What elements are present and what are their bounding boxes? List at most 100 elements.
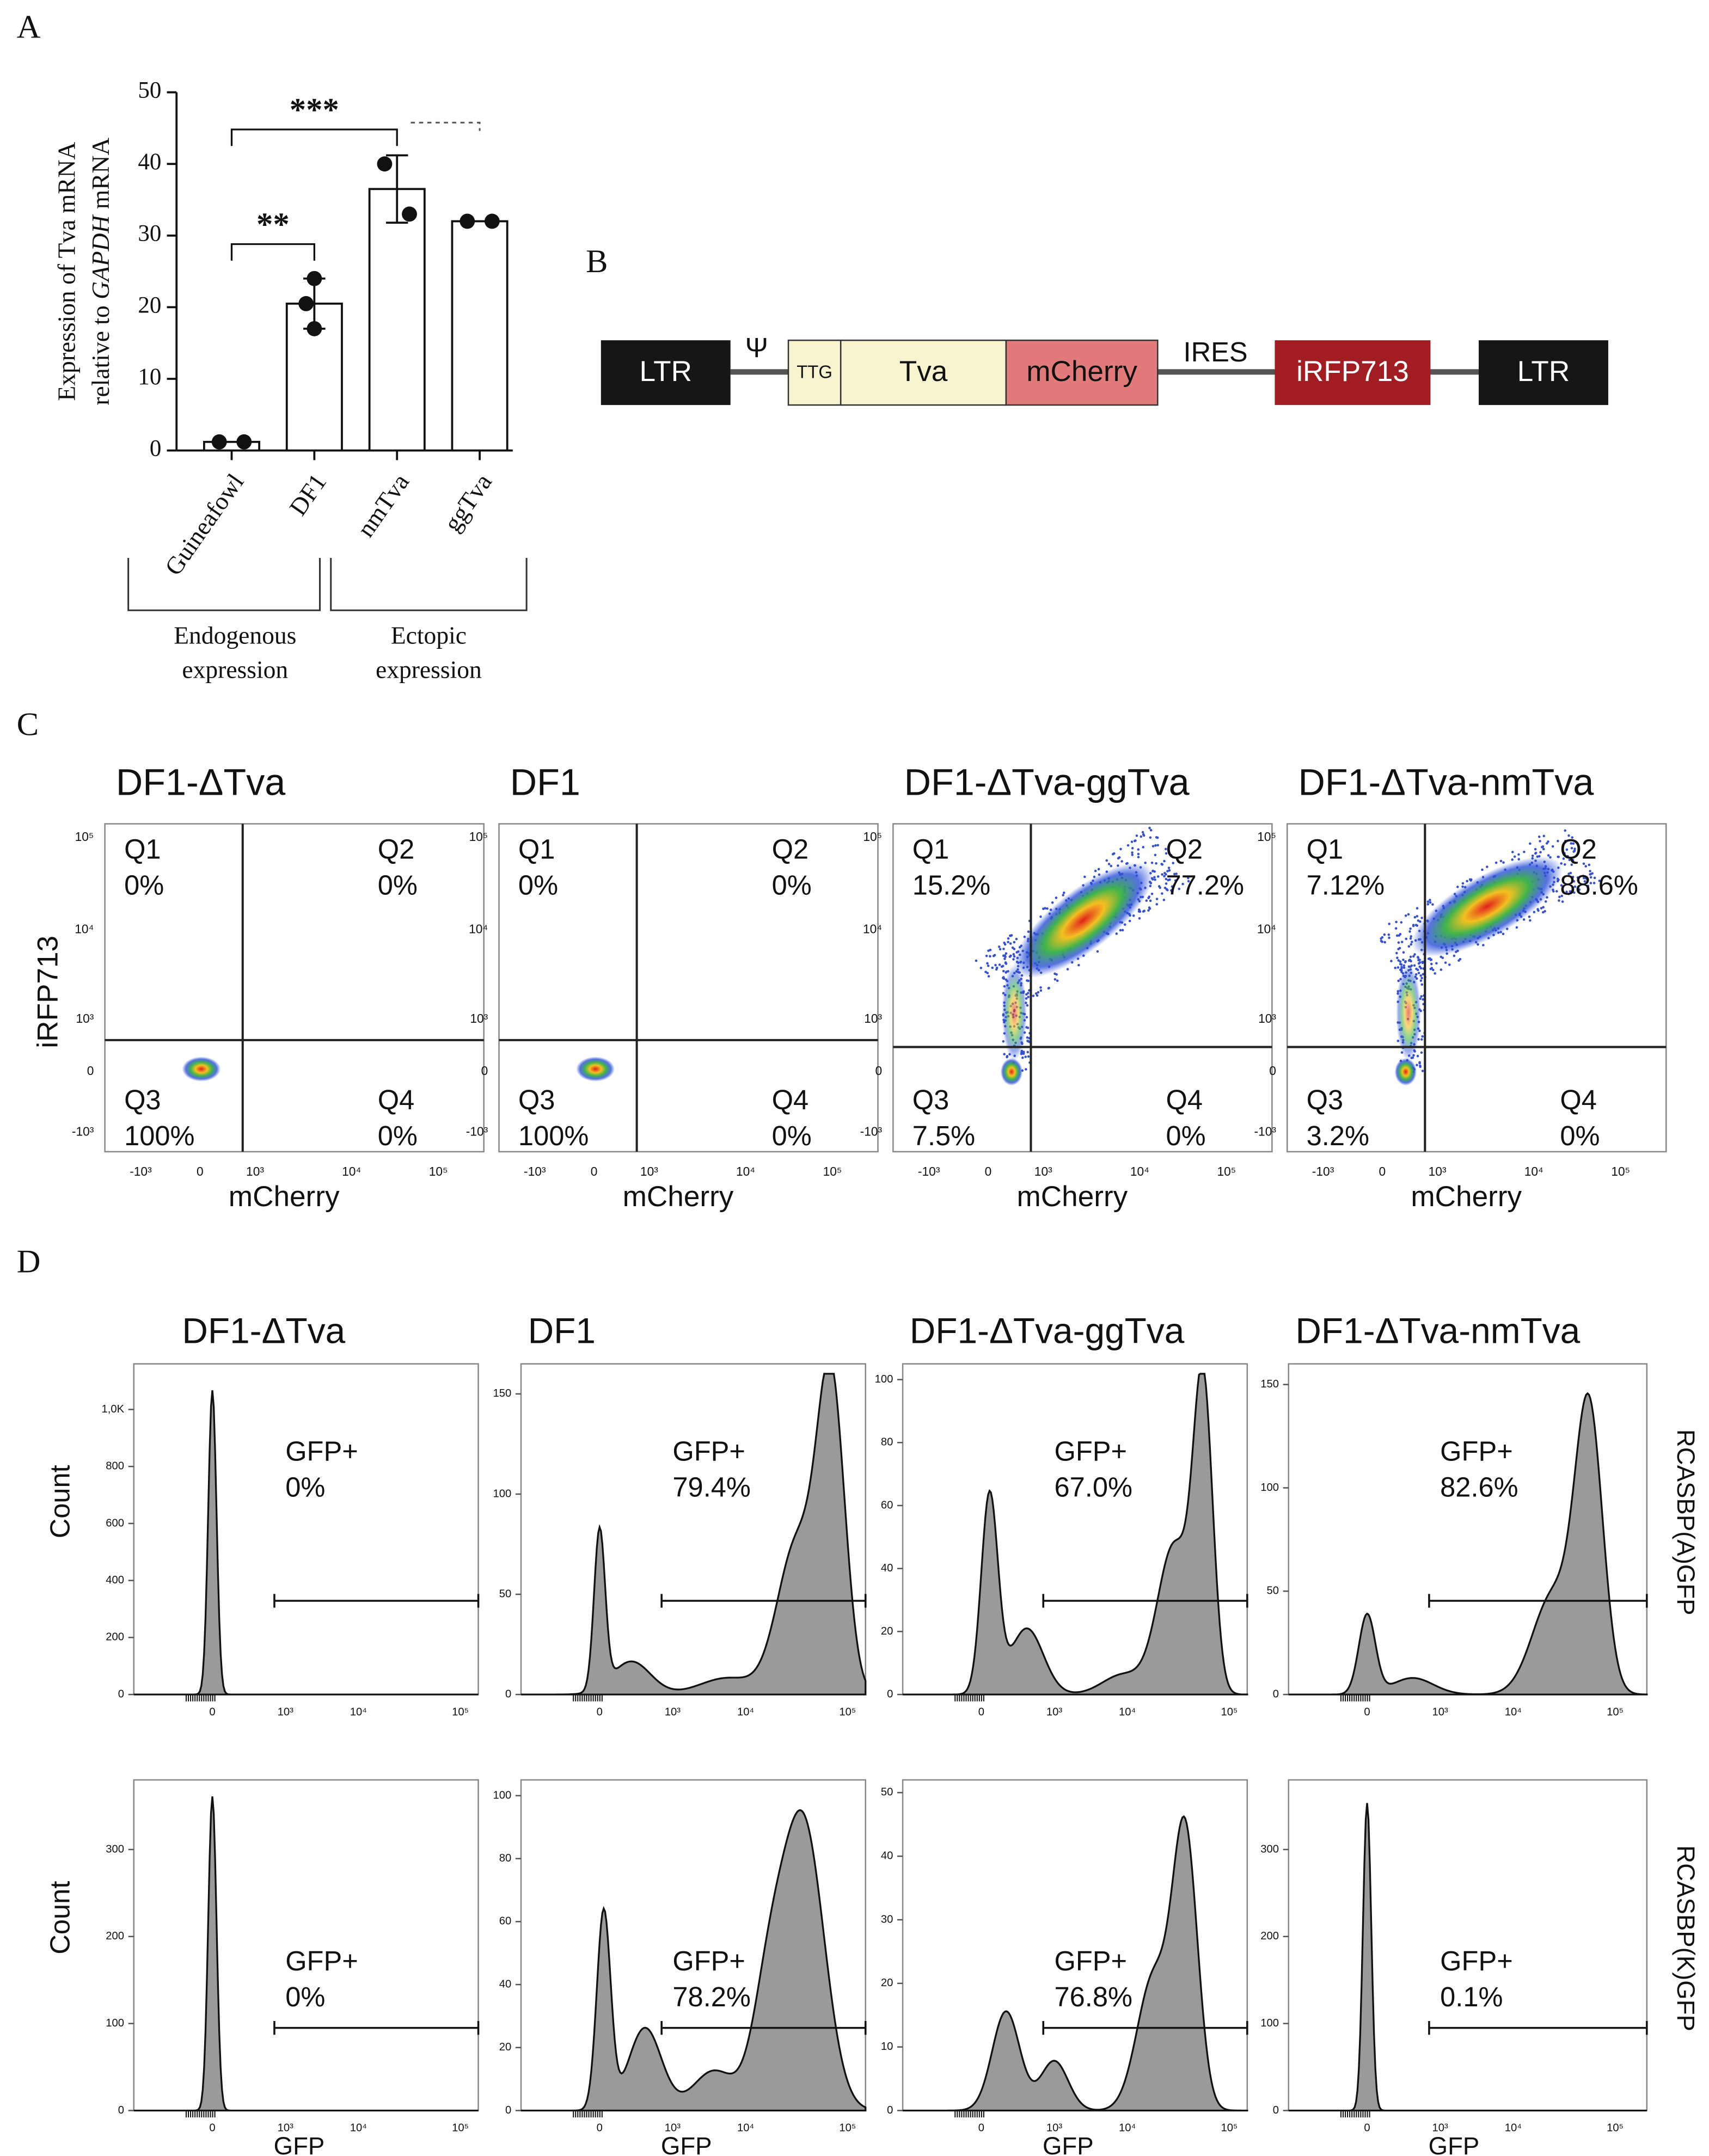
data-point [402,206,417,222]
x-tick-label: 10⁴ [1119,1706,1136,1718]
gate-label: GFP+ [1054,1945,1127,1976]
quadrant-name: Q3 [912,1084,950,1115]
event-dot [1534,847,1537,851]
y-tick-label: 10⁵ [469,830,488,844]
event-dot [1408,959,1411,962]
event-dot [1572,850,1575,853]
event-dot [1420,1051,1423,1054]
x-tick-label: 10³ [1432,1706,1449,1718]
event-dot [1002,977,1006,980]
bar [368,188,426,452]
plot-title: DF1-ΔTva-nmTva [1298,762,1594,803]
event-dot [984,970,987,973]
panel-label: C [17,706,39,742]
x-axis-label: mCherry [623,1181,734,1213]
y-tick-label: 50 [138,77,161,103]
event-dot [1404,960,1407,963]
event-dot [1186,876,1190,880]
x-tick-label: 0 [591,1164,598,1178]
event-dot [1560,884,1563,887]
y-tick-label: 50 [499,1588,512,1600]
event-dot [1529,919,1532,922]
quadrant-value: 0% [378,869,418,900]
event-dot [998,963,1001,966]
event-dot [1027,1055,1030,1058]
event-dot [991,966,994,969]
event-dot [1416,907,1419,910]
event-dot [1169,853,1173,857]
y-axis-label-part: GAPDH [87,209,115,299]
y-tick-label: 20 [138,292,161,318]
event-dot [1400,969,1403,972]
event-dot [1154,844,1157,847]
gate-label: GFP+ [672,1436,745,1467]
event-dot [1558,899,1560,902]
x-tick-label: -10³ [918,1164,940,1178]
y-tick-label: -10³ [860,1124,883,1138]
x-tick-label: 10⁴ [342,1164,361,1178]
event-dot [1593,876,1596,880]
density [1411,856,1563,957]
quadrant-name: Q4 [378,1084,415,1115]
event-dot [1131,853,1134,856]
event-dot [1053,978,1057,981]
event-dot [1408,930,1411,933]
event-dot [1589,870,1591,873]
event-dot [1383,933,1386,936]
row-label: RCASBP(A)GFP [1672,1429,1700,1616]
quadrant-name: Q3 [1307,1084,1344,1115]
gate-value: 67.0% [1054,1471,1132,1502]
gate [273,2020,480,2035]
event-dot [1561,900,1564,903]
event-dot [986,962,989,965]
event-dot [1567,873,1570,875]
group-bracket [330,558,528,611]
event-dot [1140,835,1143,838]
event-dot [1181,882,1184,886]
event-dot [1027,979,1030,982]
x-tick-label: Guineafowl [159,469,249,580]
event-dot [1165,877,1168,881]
event-dot [1413,953,1416,956]
quadrant-name: Q3 [518,1084,555,1115]
gate [660,1594,867,1608]
y-tick-label: 10⁵ [75,830,94,844]
x-tick-label: 10⁴ [1505,1706,1522,1718]
quadrant-name: Q2 [1560,834,1597,865]
event-dot [1407,913,1410,916]
event-dot [1121,929,1124,932]
construct-label: Tva [899,355,948,388]
event-dot [1131,847,1134,850]
event-dot [1187,880,1190,883]
quadrant-name: Q1 [1307,834,1344,865]
event-dot [1155,862,1157,865]
data-point [307,321,322,336]
event-dot [1547,854,1550,857]
bar [451,220,509,452]
event-dot [1430,958,1433,961]
event-dot [1499,859,1503,863]
event-dot [1598,879,1601,882]
x-tick-label: 0 [597,2122,603,2134]
x-axis-label: GFP [1429,2132,1480,2156]
event-dot [1531,854,1534,857]
linker-label: Ψ [745,332,768,363]
event-dot [1145,899,1148,902]
event-dot [997,945,1001,948]
gate [273,1594,480,1608]
event-dot [1560,894,1564,898]
construct-element [1275,340,1431,406]
event-dot [1421,1070,1424,1072]
event-dot [1444,961,1447,964]
event-dot [1502,861,1505,864]
event-dot [1004,952,1008,955]
x-tick-label: DF1 [284,469,332,521]
x-tick-label: 0 [597,1706,603,1718]
event-dot [1062,894,1064,896]
x-tick-label: nmTva [351,469,414,542]
event-dot [1570,842,1573,845]
event-dot [1420,1038,1423,1041]
y-tick-label: 60 [499,1915,512,1927]
event-dot [1555,890,1558,893]
event-dot [1539,851,1542,853]
